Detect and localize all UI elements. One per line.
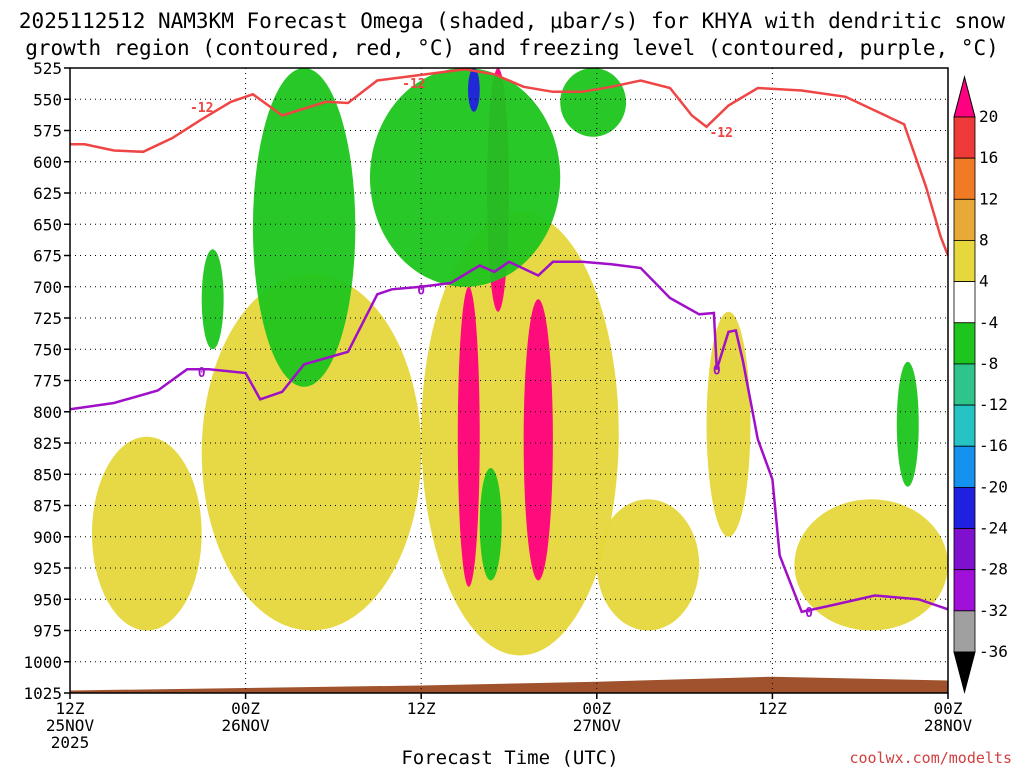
- colorbar-tick-4: 4: [979, 272, 989, 291]
- x-tick-label-12-1: 00Z: [231, 699, 260, 718]
- colorbar-tick-6: -8: [979, 354, 998, 373]
- omega-region-ascent-3: [596, 499, 700, 631]
- y-tick-label-925: 925: [33, 559, 62, 578]
- x-tick-label-24-1: 12Z: [407, 699, 436, 718]
- colorbar-bottom-triangle: [953, 651, 976, 694]
- y-tick-label-650: 650: [33, 215, 62, 234]
- colorbar-tick-8: -16: [979, 436, 1008, 455]
- omega-region-ascent-0: [91, 436, 202, 631]
- y-tick-label-875: 875: [33, 497, 62, 516]
- x-tick-label-0-3: 2025: [51, 733, 90, 752]
- colorbar-box-5: [953, 281, 976, 324]
- colorbar-box-11: [953, 528, 976, 571]
- x-tick-label-60-2: 28NOV: [924, 716, 973, 735]
- omega-region-descent-9: [252, 68, 356, 387]
- x-tick-label-48-1: 12Z: [758, 699, 787, 718]
- x-tick-label-36-2: 27NOV: [573, 716, 622, 735]
- omega-region-descent-12: [201, 249, 224, 350]
- y-tick-label-825: 825: [33, 434, 62, 453]
- series-line-0: [70, 68, 948, 256]
- y-tick-label-625: 625: [33, 184, 62, 203]
- omega-region-ascent-4: [706, 311, 751, 537]
- y-tick-label-850: 850: [33, 465, 62, 484]
- colorbar: 20 16 12 8 4 -4 -8 -12 -16 -20 -24 -28 -32 -36: [953, 75, 1008, 694]
- y-axis: 525 550 575 600 625 650 675 700 725 750 775 800 825 8…: [23, 59, 70, 703]
- y-tick-label-750: 750: [33, 340, 62, 359]
- y-tick-label-800: 800: [33, 403, 62, 422]
- y-tick-label-1000: 1000: [23, 653, 62, 672]
- y-tick-label-550: 550: [33, 90, 62, 109]
- colorbar-box-2: [953, 157, 976, 200]
- colorbar-tick-1: 16: [979, 148, 998, 167]
- colorbar-tick-5: -4: [979, 313, 998, 332]
- omega-region-descent-11: [560, 68, 627, 137]
- plot-area: -12 -12 -12 0 0 0 0 525 550 575 600 625 650 675 700 725…: [23, 59, 972, 752]
- colorbar-tick-7: -12: [979, 395, 1008, 414]
- omega-region-descent-13: [896, 361, 919, 487]
- y-tick-label-775: 775: [33, 372, 62, 391]
- colorbar-tick-13: -36: [979, 642, 1008, 661]
- y-tick-label-675: 675: [33, 247, 62, 266]
- y-tick-label-525: 525: [33, 59, 62, 78]
- x-tick-label-0-1: 12Z: [56, 699, 85, 718]
- y-tick-label-700: 700: [33, 278, 62, 297]
- colorbar-tick-9: -20: [979, 477, 1008, 496]
- chart-title-line1: 2025112512 NAM3KM Forecast Omega (shaded…: [19, 9, 1006, 33]
- series-line-1: [70, 260, 948, 614]
- colorbar-box-10: [953, 486, 976, 529]
- y-tick-label-975: 975: [33, 622, 62, 641]
- omega-region-ascent-1: [201, 274, 422, 631]
- omega-region-strong-ascent-7: [523, 299, 553, 581]
- contour-label-1-1: 0: [417, 283, 425, 298]
- y-tick-label-575: 575: [33, 122, 62, 141]
- colorbar-box-8: [953, 404, 976, 447]
- x-tick-label-36-1: 00Z: [582, 699, 611, 718]
- colorbar-tick-10: -24: [979, 519, 1008, 538]
- colorbar-box-7: [953, 363, 976, 406]
- colorbar-box-9: [953, 445, 976, 488]
- colorbar-tick-3: 8: [979, 230, 989, 249]
- contour-lines: -12 -12 -12 0 0 0 0: [70, 68, 948, 621]
- contour-label-1-2: 0: [713, 363, 721, 378]
- colorbar-box-13: [953, 610, 976, 653]
- chart-title-line2: growth region (contoured, red, °C) and f…: [25, 36, 999, 60]
- y-tick-label-600: 600: [33, 153, 62, 172]
- colorbar-box-6: [953, 322, 976, 365]
- omega-region-descent-10: [369, 68, 561, 287]
- colorbar-top-triangle: [953, 75, 976, 118]
- omega-region-strong-descent-15: [468, 68, 480, 112]
- colorbar-tick-12: -32: [979, 601, 1008, 620]
- contour-label-0-2: -12: [709, 126, 732, 141]
- y-tick-label-900: 900: [33, 528, 62, 547]
- x-axis-label: Forecast Time (UTC): [401, 747, 618, 768]
- contour-label-0-0: -12: [190, 101, 213, 116]
- y-tick-label-950: 950: [33, 590, 62, 609]
- colorbar-tick-2: 12: [979, 189, 998, 208]
- x-tick-label-12-2: 26NOV: [222, 716, 271, 735]
- y-tick-label-725: 725: [33, 309, 62, 328]
- colorbar-box-12: [953, 569, 976, 612]
- omega-shading: [70, 68, 948, 693]
- colorbar-box-3: [953, 198, 976, 241]
- colorbar-box-1: [953, 116, 976, 159]
- contour-label-0-1: -12: [402, 77, 425, 92]
- contour-label-1-3: 0: [805, 606, 813, 621]
- omega-region-ascent-5: [794, 499, 948, 631]
- colorbar-tick-11: -28: [979, 560, 1008, 579]
- credit-text: coolwx.com/modelts: [849, 749, 1012, 767]
- colorbar-box-4: [953, 240, 976, 283]
- colorbar-tick-0: 20: [979, 107, 998, 126]
- x-tick-label-60-1: 00Z: [934, 699, 963, 718]
- y-tick-label-1025: 1025: [23, 684, 62, 703]
- omega-region-strong-ascent-6: [457, 286, 480, 587]
- omega-region-descent-14: [479, 468, 502, 581]
- x-tick-label-0-2: 25NOV: [46, 716, 95, 735]
- terrain-surface: [70, 676, 948, 693]
- contour-label-1-0: 0: [198, 366, 206, 381]
